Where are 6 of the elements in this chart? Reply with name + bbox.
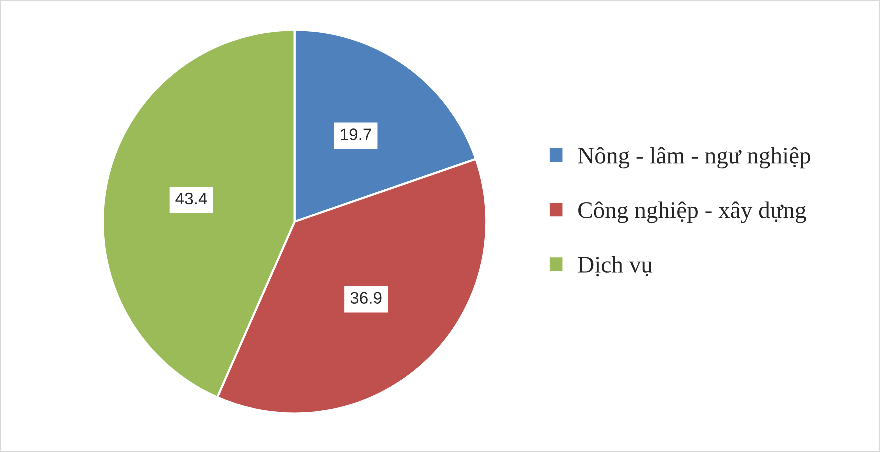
legend-label: Nông - lâm - ngư nghiệp bbox=[578, 147, 810, 169]
data-label: 43.4 bbox=[176, 192, 208, 205]
data-label: 19.7 bbox=[341, 128, 372, 140]
data-label: 36.9 bbox=[350, 292, 382, 304]
legend-label: Công nghiệp - xây dựng bbox=[578, 202, 806, 224]
legend-label: Dịch vụ bbox=[578, 256, 653, 277]
